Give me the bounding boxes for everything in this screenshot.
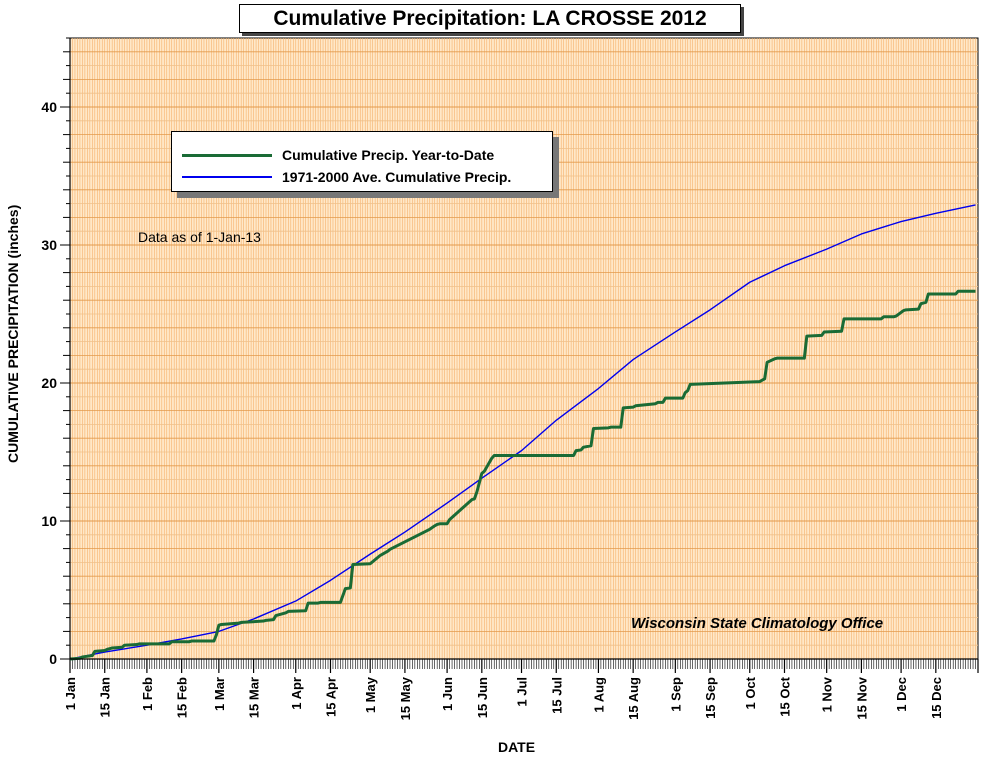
chart-title: Cumulative Precipitation: LA CROSSE 2012: [239, 4, 741, 33]
x-tick-label: 15 Feb: [175, 677, 190, 718]
y-tick-label: 10: [41, 513, 57, 529]
x-tick-label: 1 Aug: [591, 677, 606, 713]
x-tick-label: 1 Dec: [894, 677, 909, 712]
y-tick-label: 40: [41, 99, 57, 115]
x-tick-label: 15 Mar: [247, 677, 262, 718]
x-tick-label: 1 Oct: [743, 676, 758, 709]
legend-item-average: 1971-2000 Ave. Cumulative Precip.: [182, 167, 511, 187]
x-tick-label: 1 Mar: [212, 677, 227, 711]
x-tick-label: 1 May: [363, 676, 378, 713]
data-as-of-annotation: Data as of 1-Jan-13: [138, 229, 261, 245]
legend-label-average: 1971-2000 Ave. Cumulative Precip.: [282, 169, 512, 185]
series-line-ytd: [69, 289, 976, 661]
legend-label-ytd: Cumulative Precip. Year-to-Date: [282, 147, 495, 163]
x-tick-label: 1 Jun: [440, 677, 455, 711]
x-tick-label: 15 Jul: [549, 677, 564, 714]
x-tick-label: 15 Jan: [98, 677, 113, 718]
legend-swatch-average: [182, 176, 272, 178]
x-tick-label: 15 Dec: [929, 677, 944, 719]
legend-swatch-ytd: [182, 153, 272, 157]
credit-annotation: Wisconsin State Climatology Office: [631, 615, 884, 632]
x-tick-label: 1 Jan: [63, 677, 78, 710]
legend-item-ytd: Cumulative Precip. Year-to-Date: [182, 145, 494, 165]
y-tick-label: 30: [41, 237, 57, 253]
x-tick-label: 15 Nov: [854, 676, 869, 719]
x-tick-label: 15 Aug: [626, 677, 641, 720]
x-tick-label: 1 Sep: [668, 677, 683, 712]
x-axis-ticks: 1 Jan 15 Jan 1 Feb 15 Feb 1 Mar 15 Mar 1 Apr 15…: [63, 659, 979, 720]
series-line-average: [69, 204, 976, 660]
x-tick-label: 15 Jun: [475, 677, 490, 718]
y-axis-label: CUMULATIVE PRECIPITATION (inches): [5, 204, 21, 463]
x-tick-label: 15 Oct: [777, 676, 792, 716]
x-axis-label: DATE: [498, 739, 536, 755]
x-tick-label: 1 Jul: [515, 677, 530, 707]
y-tick-label: 0: [49, 651, 57, 667]
x-tick-label: 15 Sep: [703, 677, 718, 719]
x-tick-label: 15 May: [398, 676, 413, 720]
x-tick-label: 15 Apr: [323, 677, 338, 717]
series-layer: [69, 204, 976, 661]
x-tick-label: 1 Apr: [289, 677, 304, 710]
x-tick-label: 1 Nov: [820, 676, 835, 712]
y-tick-label: 20: [41, 375, 57, 391]
y-axis-ticks: 0 10 20 30 40: [41, 37, 70, 667]
legend: Cumulative Precip. Year-to-Date 1971-200…: [171, 131, 553, 192]
x-tick-label: 1 Feb: [140, 677, 155, 711]
